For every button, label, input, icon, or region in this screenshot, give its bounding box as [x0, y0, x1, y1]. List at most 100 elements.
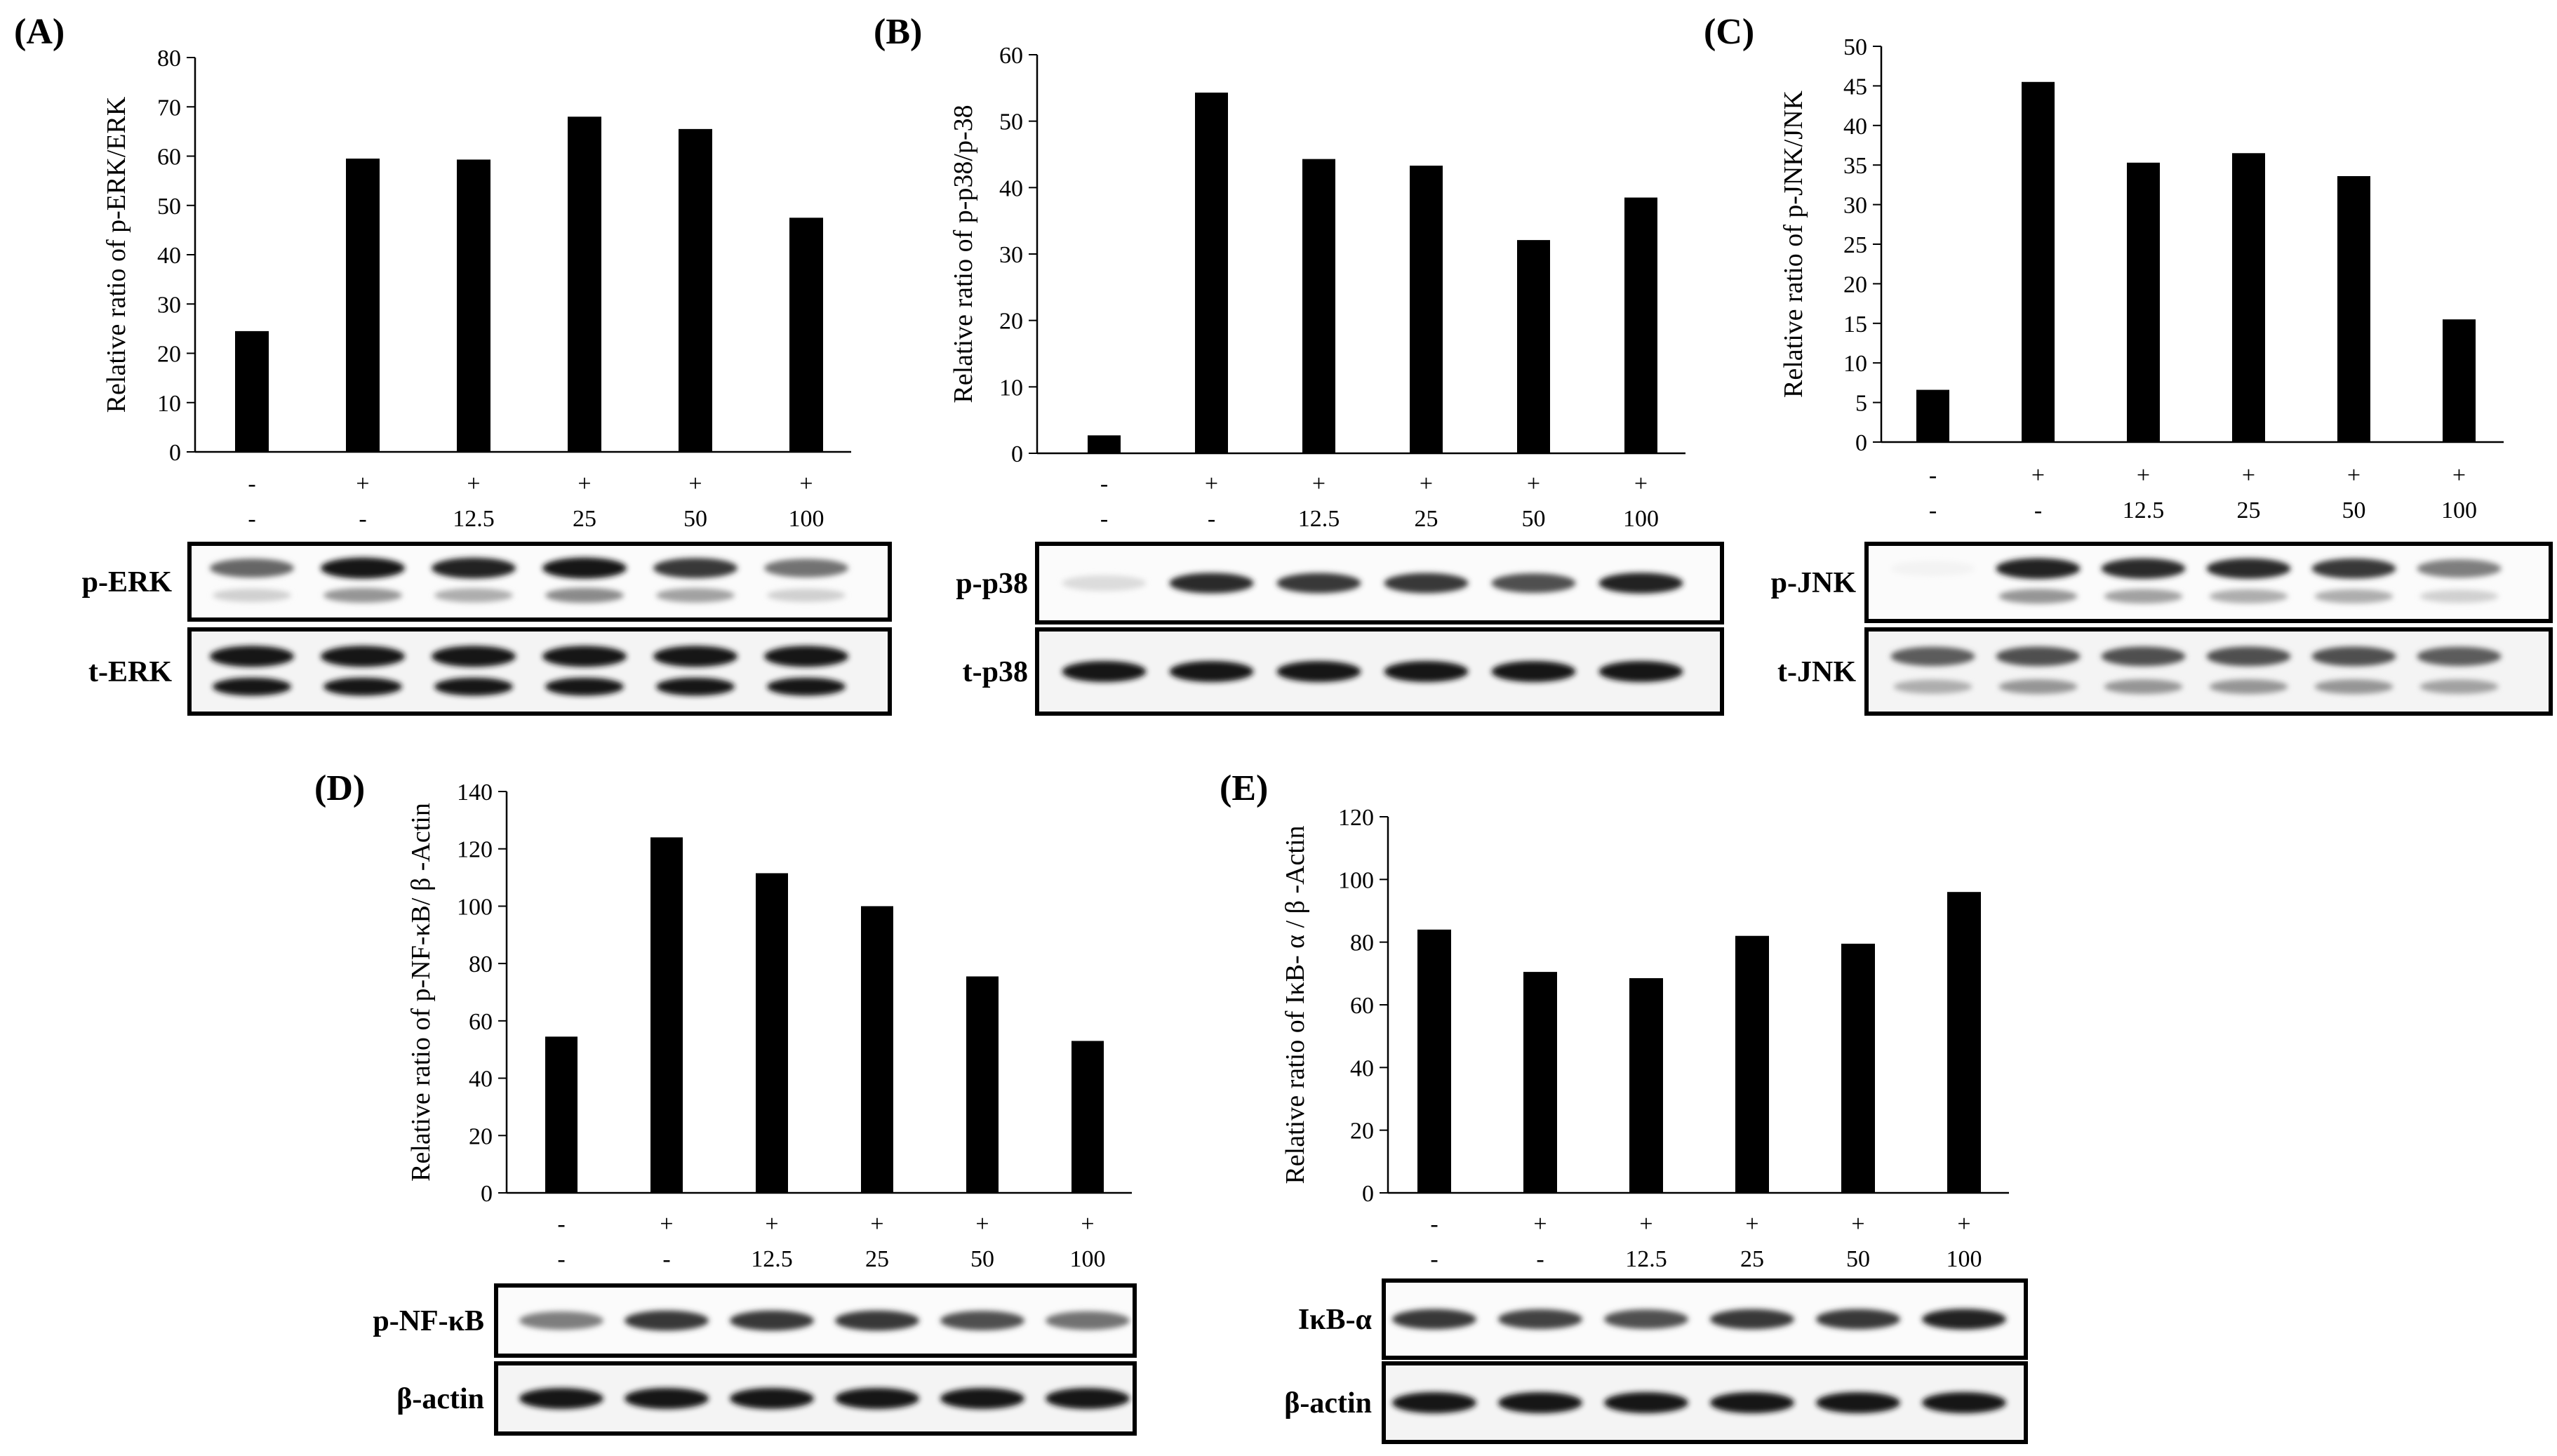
panel-e-row1-label-4: + [1745, 1211, 1758, 1237]
panel-a-ytick-label-8: 80 [157, 46, 181, 72]
panel-c-row2-label-2: - [2034, 497, 2042, 523]
panel-c-ytick-label-10: 50 [1843, 34, 1867, 60]
panel-c-blot-2-band2-4 [2209, 679, 2288, 695]
panel-d-blot-1-band-1 [519, 1311, 603, 1330]
panel-b-bar-3 [1302, 159, 1335, 454]
panel-c-ytick-label-5: 25 [1843, 232, 1867, 258]
panel-c-blot-2-band-1 [1890, 646, 1975, 667]
panel-e-ylabel: Relative ratio of IκB- α / β -Actin [1281, 825, 1310, 1184]
panel-e-row2-label-3: 12.5 [1625, 1246, 1667, 1272]
panel-c-ytick-label-0: 0 [1855, 430, 1867, 456]
panel-c-row2-label-1: - [1929, 497, 1937, 523]
panel-c-blot-2-band2-6 [2419, 679, 2499, 694]
panel-e-bar-3 [1629, 978, 1663, 1193]
panel-c-bar-2 [2022, 81, 2055, 442]
panel-e-blot-2-band-2 [1498, 1392, 1582, 1413]
panel-d-row2-label-2: - [662, 1246, 670, 1272]
panel-b-ytick-label-6: 60 [999, 43, 1023, 69]
panel-b-bar-5 [1517, 240, 1550, 453]
panel-c-bar-3 [2127, 162, 2160, 443]
panel-d-blot-2-band-4 [835, 1388, 919, 1409]
panel-e-blot-2-band-1 [1392, 1392, 1476, 1413]
panel-b-row2-label-2: - [1208, 506, 1215, 532]
panel-e-blot-1-band-5 [1816, 1309, 1900, 1330]
panel-e-ytick-label-6: 120 [1338, 805, 1374, 831]
panel-c-ytick-label-6: 30 [1843, 193, 1867, 219]
panel-b-blot-2-band-2 [1169, 661, 1254, 682]
panel-b-ytick-label-3: 30 [999, 242, 1023, 268]
panel-d-ytick-label-6: 120 [457, 837, 493, 863]
panel-a-blot-1-band2-6 [767, 589, 846, 602]
panel-b-row1-label-1: - [1100, 471, 1108, 497]
panel-a-blot-1-band-2 [321, 557, 405, 579]
panel-c-row1-label-3: + [2137, 462, 2150, 488]
panel-a-ytick-label-5: 50 [157, 194, 181, 220]
panel-b-row1-label-2: + [1205, 471, 1218, 497]
panel-e-blot-1-band-2 [1498, 1309, 1582, 1330]
panel-c-ytick-label-3: 15 [1843, 312, 1867, 338]
panel-c-bar-5 [2337, 175, 2370, 442]
panel-e-blot-1-frame [1382, 1278, 2028, 1360]
panel-a-row2-label-3: 12.5 [453, 506, 495, 532]
panel-d-row2-label-6: 100 [1070, 1246, 1106, 1272]
panel-a-blot-2-band2-5 [656, 677, 735, 696]
panel-e-blot-1-label: IκB-α [1298, 1304, 1373, 1336]
panel-e-row2-label-5: 50 [1846, 1246, 1870, 1272]
panel-b-row2-label-4: 25 [1415, 506, 1438, 532]
panel-d-row1-label-5: + [975, 1211, 989, 1237]
panel-e-bar-4 [1735, 935, 1769, 1193]
panel-a-blot-2-band2-3 [434, 677, 513, 696]
panel-b-blot-2-band-1 [1062, 661, 1147, 682]
panel-a-row2-label-1: - [248, 506, 255, 532]
panel-c-row1-label-4: + [2242, 462, 2255, 488]
panel-b-blot-2-band-4 [1384, 661, 1469, 682]
panel-a-blot-1-band-5 [653, 558, 737, 578]
panel-b-row2-label-6: 100 [1623, 506, 1659, 532]
panel-e-row1-label-6: + [1957, 1211, 1970, 1237]
panel-a-label: (A) [14, 12, 65, 52]
panel-d-blot-2-band-6 [1046, 1388, 1130, 1409]
panel-c-row2-label-4: 25 [2237, 497, 2261, 523]
panel-b-bar-6 [1624, 197, 1657, 453]
panel-d-row1-label-2: + [660, 1211, 673, 1237]
panel-b-blot-2-band-3 [1276, 661, 1361, 682]
panel-c-row1-label-5: + [2347, 462, 2361, 488]
panel-d-bar-6 [1071, 1041, 1104, 1193]
panel-a-blot-1-frame [187, 542, 892, 622]
panel-b-blot-1-band-5 [1491, 573, 1576, 593]
panel-c-ytick-label-2: 10 [1843, 351, 1867, 377]
panel-c-blot-2-band2-2 [1998, 679, 2078, 695]
panel-a-blot-1-band2-2 [323, 587, 402, 603]
panel-c-ytick-label-4: 20 [1843, 272, 1867, 298]
panel-a-blot-1-label: p-ERK [82, 566, 173, 599]
panel-d-ytick-label-0: 0 [481, 1181, 493, 1207]
panel-e-blot-2-band-5 [1816, 1392, 1900, 1413]
panel-a-blot-2-band2-6 [767, 677, 846, 696]
panel-b-blot-1-frame [1035, 542, 1724, 625]
panel-e-blot-1-band-1 [1392, 1309, 1476, 1330]
panel-b-ylabel: Relative ratio of p-p38/p-38 [949, 105, 978, 403]
panel-b-blot-1-label: p-p38 [956, 568, 1028, 600]
panel-d-row2-label-4: 25 [865, 1246, 889, 1272]
panel-a-row1-label-5: + [688, 471, 702, 497]
panel-b-ytick-label-4: 40 [999, 175, 1023, 201]
panel-d-row2-label-5: 50 [970, 1246, 994, 1272]
panel-e-blot-1-band-4 [1710, 1309, 1794, 1330]
panel-d-blot-2-band-2 [625, 1388, 709, 1409]
panel-b-ytick-label-5: 50 [999, 109, 1023, 135]
panel-d-blot-1-band-4 [835, 1310, 919, 1331]
panel-e-ytick-label-2: 40 [1350, 1055, 1374, 1081]
panel-b-ytick-label-2: 20 [999, 309, 1023, 335]
panel-e-blot-1-band-6 [1922, 1309, 2006, 1330]
panel-a-blot-1-band-3 [432, 557, 516, 579]
panel-c-row1-label-1: - [1929, 462, 1937, 488]
panel-c-blot-1-band-4 [2206, 558, 2291, 579]
panel-b-row2-label-5: 50 [1522, 506, 1546, 532]
panel-c-blot-1-band-5 [2311, 558, 2396, 579]
panel-d-blot-1-band-3 [730, 1310, 814, 1331]
panel-c-blot-2-band-2 [1996, 646, 2081, 667]
panel-e-ytick-label-1: 20 [1350, 1118, 1374, 1144]
panel-a-blot-2-band2-1 [213, 677, 291, 696]
panel-a-bar-1 [235, 330, 269, 452]
panel-d-ytick-label-4: 80 [469, 951, 493, 977]
